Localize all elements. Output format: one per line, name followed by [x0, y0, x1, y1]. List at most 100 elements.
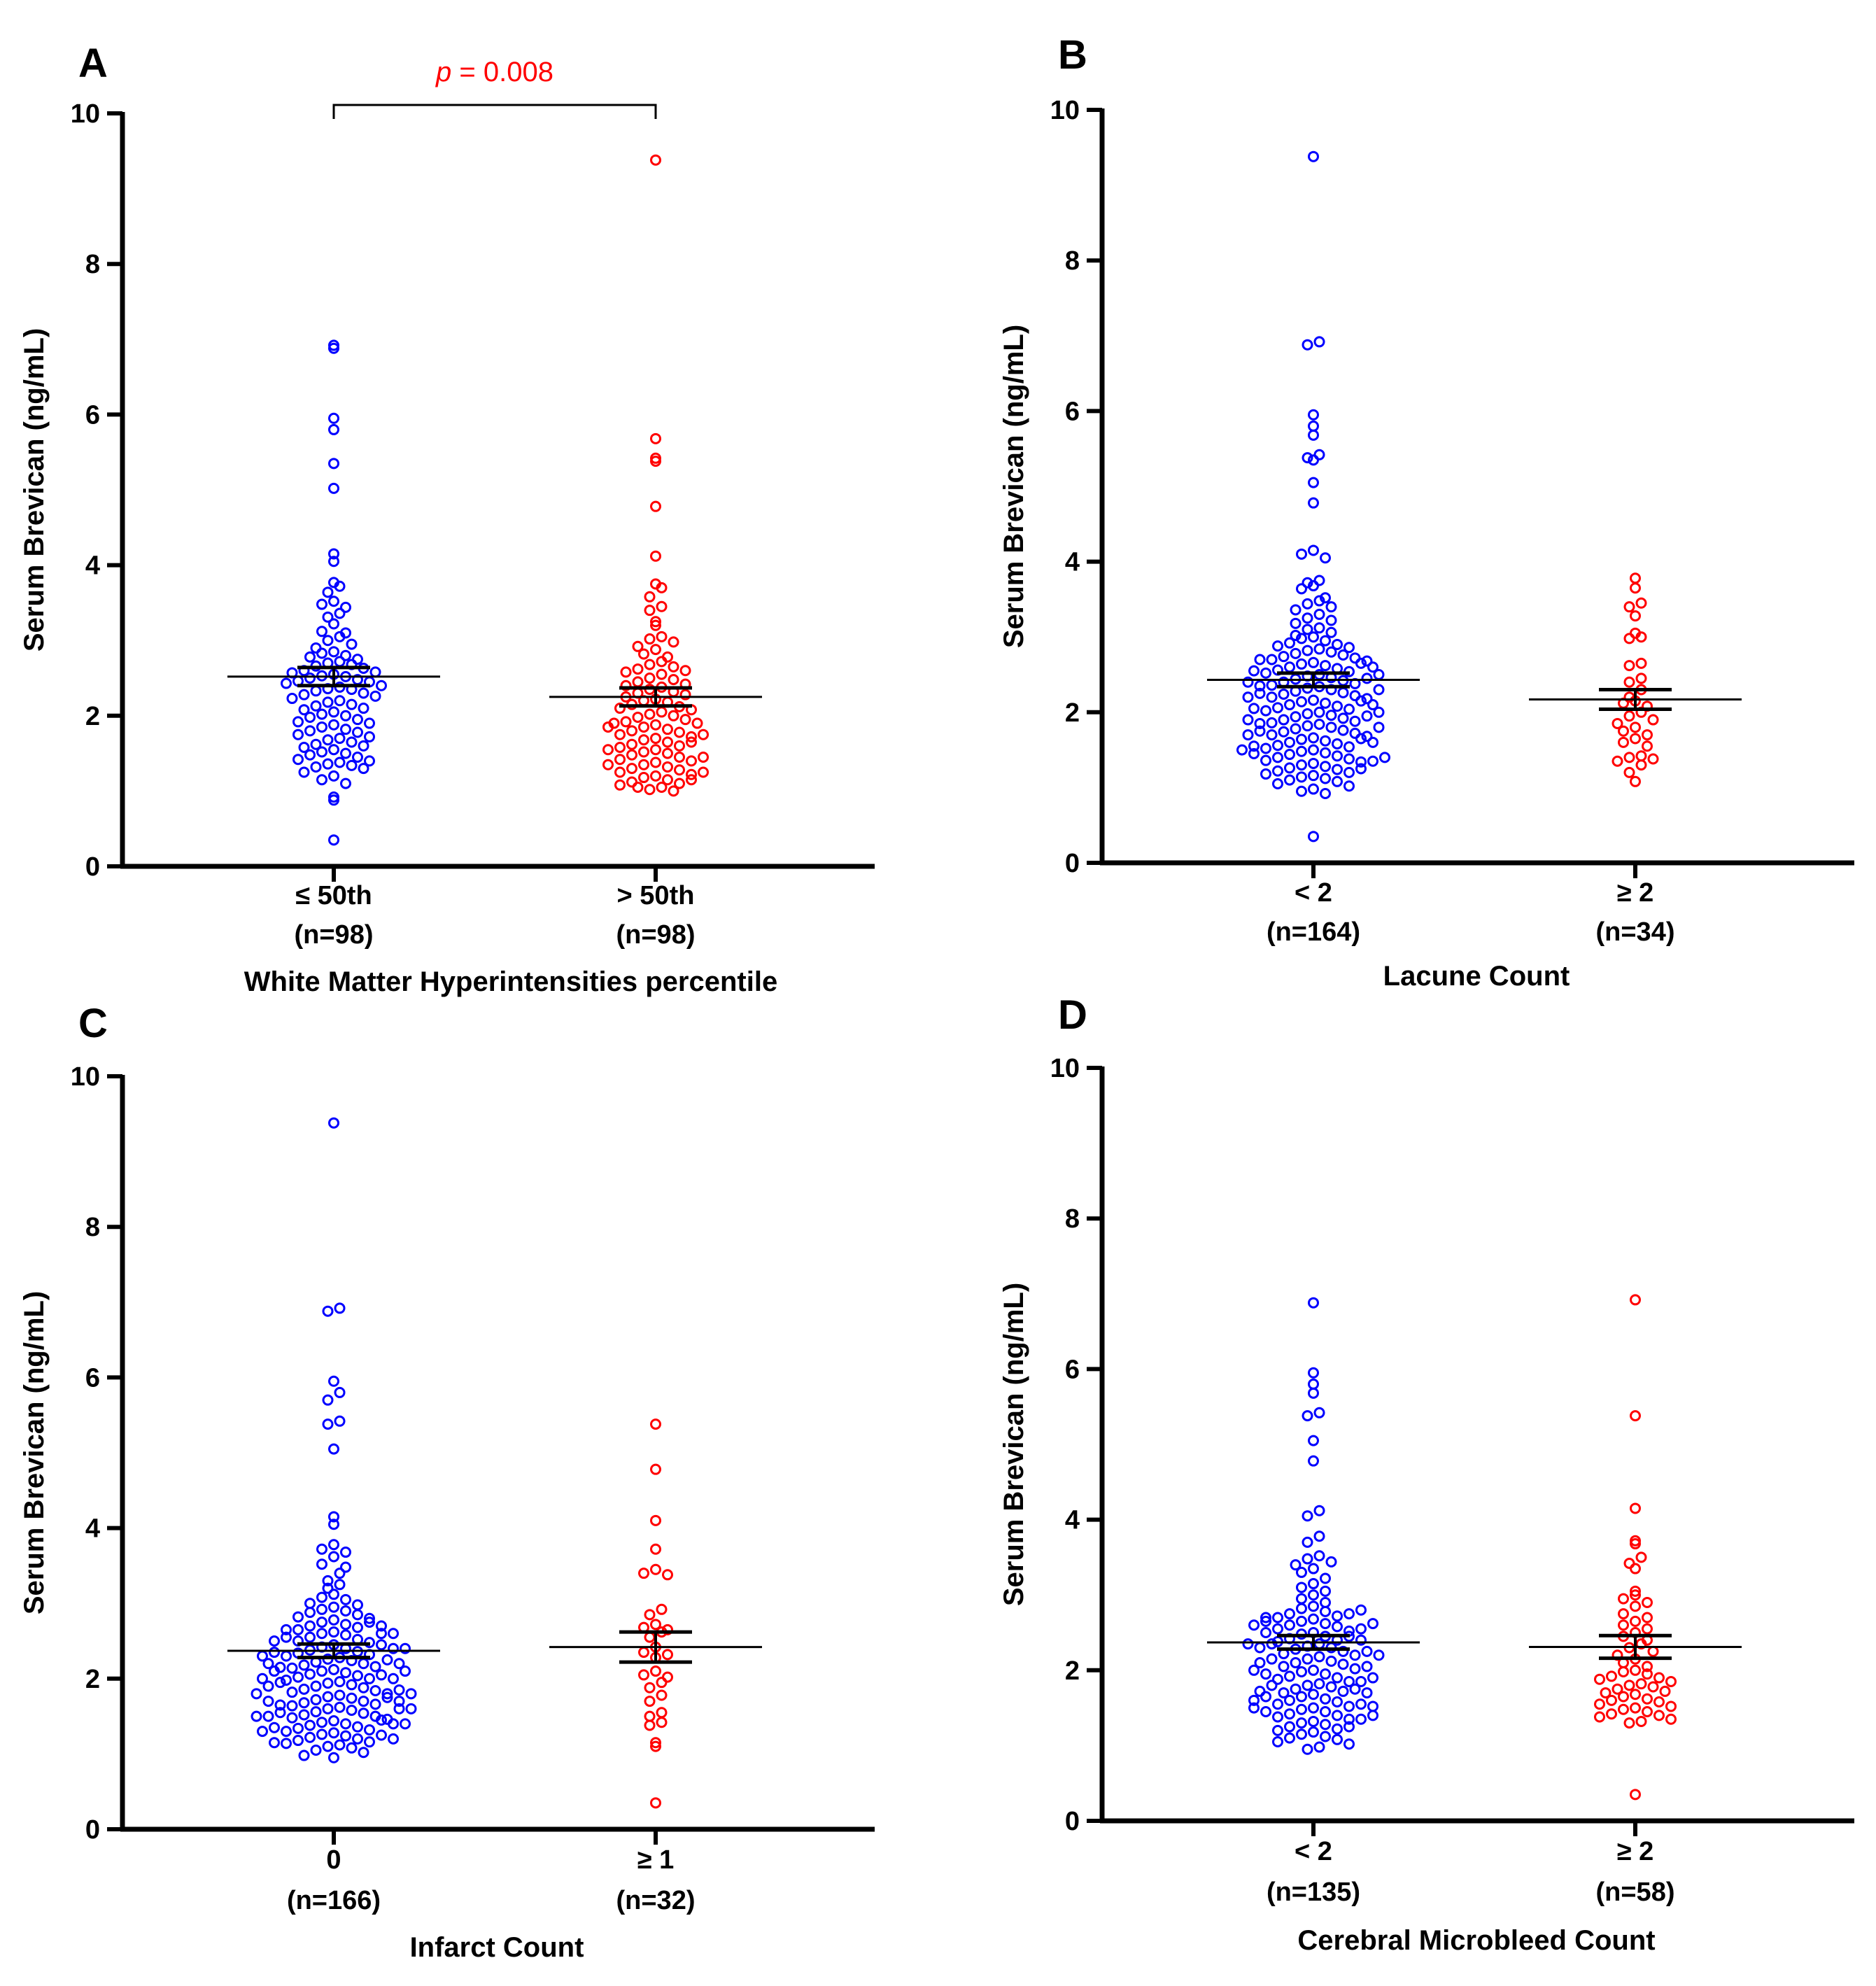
data-point [358, 687, 369, 699]
data-point [1242, 676, 1254, 688]
data-point [1284, 1708, 1295, 1720]
data-point [1236, 744, 1248, 756]
data-point [650, 1418, 661, 1430]
data-point [614, 779, 626, 791]
data-point [668, 636, 679, 648]
data-point [286, 1712, 298, 1724]
data-point [650, 1665, 661, 1677]
data-point [381, 1691, 393, 1703]
data-point [614, 728, 626, 740]
data-point [1313, 1505, 1325, 1516]
data-point [1296, 1566, 1307, 1578]
data-point [1296, 633, 1307, 645]
data-point [1367, 1672, 1378, 1684]
data-point [656, 782, 668, 794]
data-point [1367, 755, 1378, 767]
data-point [352, 714, 363, 726]
data-point [1623, 1558, 1635, 1570]
data-point [638, 1669, 649, 1681]
data-point [1642, 1596, 1653, 1608]
data-point [620, 666, 632, 678]
y-tick-label: 2 [1065, 698, 1080, 728]
data-point [1290, 723, 1302, 735]
data-point [1272, 702, 1283, 714]
data-point [1355, 733, 1367, 745]
data-point [1332, 750, 1343, 762]
data-point [316, 1543, 327, 1555]
data-point [1272, 1673, 1283, 1685]
data-point [644, 708, 656, 720]
data-point [281, 1631, 292, 1643]
data-point [1272, 1736, 1283, 1748]
data-point [328, 1663, 339, 1675]
data-point [650, 1740, 661, 1752]
data-point [632, 640, 644, 652]
data-point [644, 1609, 656, 1621]
data-point [257, 1672, 268, 1684]
data-point [1332, 1723, 1343, 1735]
data-point [328, 1752, 339, 1763]
data-point [674, 777, 685, 789]
data-point [1254, 1642, 1266, 1654]
data-point [334, 607, 346, 619]
data-point [340, 710, 351, 721]
data-point [1320, 1668, 1331, 1680]
y-tick-label: 2 [85, 1665, 100, 1694]
x-axis-title: Infarct Count [410, 1932, 584, 1963]
data-point [286, 1662, 298, 1674]
data-point [1308, 783, 1319, 795]
data-point [1355, 657, 1367, 669]
data-point [1284, 1721, 1295, 1733]
data-point [1308, 1563, 1319, 1575]
data-point [1302, 624, 1313, 635]
data-point [310, 1706, 322, 1718]
data-point [644, 1631, 656, 1643]
panel-letter-d: D [1058, 992, 1087, 1038]
data-point [316, 1617, 327, 1628]
data-point [1308, 1297, 1319, 1309]
data-point [632, 711, 644, 723]
data-point [1343, 780, 1355, 792]
data-point [1308, 744, 1319, 756]
data-point [1284, 637, 1295, 649]
data-point [632, 782, 644, 794]
data-point [1308, 1367, 1319, 1379]
data-point [328, 556, 339, 568]
data-point [1594, 1711, 1605, 1723]
data-point [1248, 1694, 1260, 1706]
data-point [1320, 1731, 1331, 1742]
data-point [346, 736, 358, 748]
data-point [388, 1628, 399, 1640]
data-point [1290, 1683, 1302, 1695]
data-point [638, 746, 649, 758]
data-point [1266, 1638, 1278, 1650]
data-point [1325, 721, 1337, 733]
data-point [1254, 725, 1266, 737]
y-tick-label: 6 [1065, 1355, 1080, 1384]
data-point [1630, 1789, 1641, 1801]
data-point [1308, 1600, 1319, 1612]
data-point [602, 744, 614, 756]
data-point [322, 1418, 334, 1430]
data-point [340, 649, 351, 661]
data-point [1272, 1698, 1283, 1710]
data-point [358, 1707, 369, 1719]
data-point [638, 734, 649, 746]
data-point [334, 756, 346, 768]
data-point [316, 746, 327, 758]
panel-c: C 0 2 4 6 8 10 Serum Brevican (ng/mL) 0 (n=166) ≥… [19, 1001, 875, 1963]
data-point [1313, 336, 1325, 348]
data-point [334, 1676, 346, 1688]
y-tick-label: 8 [85, 1213, 100, 1242]
data-point [334, 580, 346, 592]
category-label: < 2 [1295, 1837, 1332, 1866]
data-point [340, 724, 351, 735]
data-point [1630, 1410, 1641, 1422]
category-label: > 50th [617, 881, 695, 910]
data-point [1296, 1728, 1307, 1740]
data-point [1248, 747, 1260, 759]
data-point [1618, 1703, 1629, 1715]
data-point [1332, 738, 1343, 749]
data-point [316, 647, 327, 659]
